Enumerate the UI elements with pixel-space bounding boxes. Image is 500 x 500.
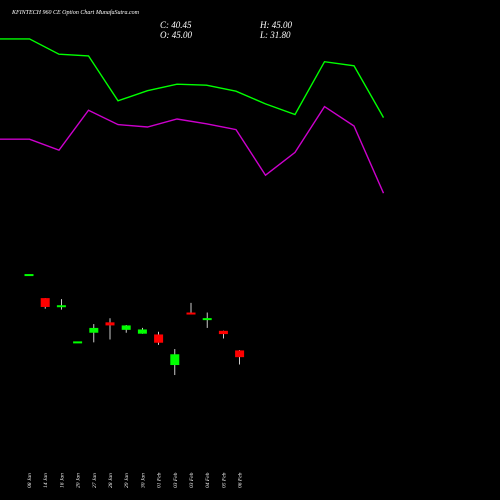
chart-title: KFINTECH 960 CE Option Chart MunafaSutra… <box>11 9 140 16</box>
candle-body <box>89 327 99 333</box>
high-value: H: 45.00 <box>259 20 292 30</box>
candle-body <box>56 305 66 308</box>
candle-body <box>154 334 164 343</box>
candle-body <box>202 318 212 321</box>
x-tick-label: 16 Jan <box>59 473 65 488</box>
candle-body <box>121 325 131 330</box>
candle-body <box>170 354 180 366</box>
upper-band-line <box>0 38 385 118</box>
close-value: C: 40.45 <box>160 20 192 30</box>
open-value: O: 45.00 <box>160 30 192 40</box>
low-value: L: 31.80 <box>259 30 291 40</box>
x-tick-label: 04 Feb <box>204 472 211 488</box>
candle-body <box>137 329 147 334</box>
x-tick-label: 08 Jan <box>27 473 33 488</box>
x-axis-ticks: 08 Jan 14 Jan 16 Jan 20 Jan 27 Jan 28 Jan 29 J… <box>27 472 244 489</box>
candle-body <box>186 312 196 315</box>
x-tick-label: 20 Jan <box>76 473 82 488</box>
candle-body <box>24 274 34 277</box>
candle-body <box>73 341 83 344</box>
x-tick-label: 14 Jan <box>42 473 49 488</box>
x-tick-label: 05 Feb <box>221 472 227 488</box>
x-tick-label: 30 Jan <box>140 473 146 489</box>
candles-group <box>24 274 245 376</box>
x-tick-label: 29 Jan <box>124 473 130 488</box>
indicator-bands <box>0 38 385 194</box>
x-tick-label: 06 Feb <box>238 472 244 488</box>
x-tick-label: 03 Feb <box>173 472 179 488</box>
candle-body <box>105 322 115 326</box>
x-tick-label: 28 Jan <box>108 473 114 488</box>
candle-body <box>235 350 245 358</box>
x-tick-label: 03 Feb <box>189 472 195 488</box>
x-tick-label: 01 Feb <box>157 472 163 488</box>
candle-body <box>40 298 50 307</box>
lower-band-line <box>0 105 385 194</box>
x-tick-label: 27 Jan <box>92 473 98 488</box>
candle-body <box>218 330 228 335</box>
